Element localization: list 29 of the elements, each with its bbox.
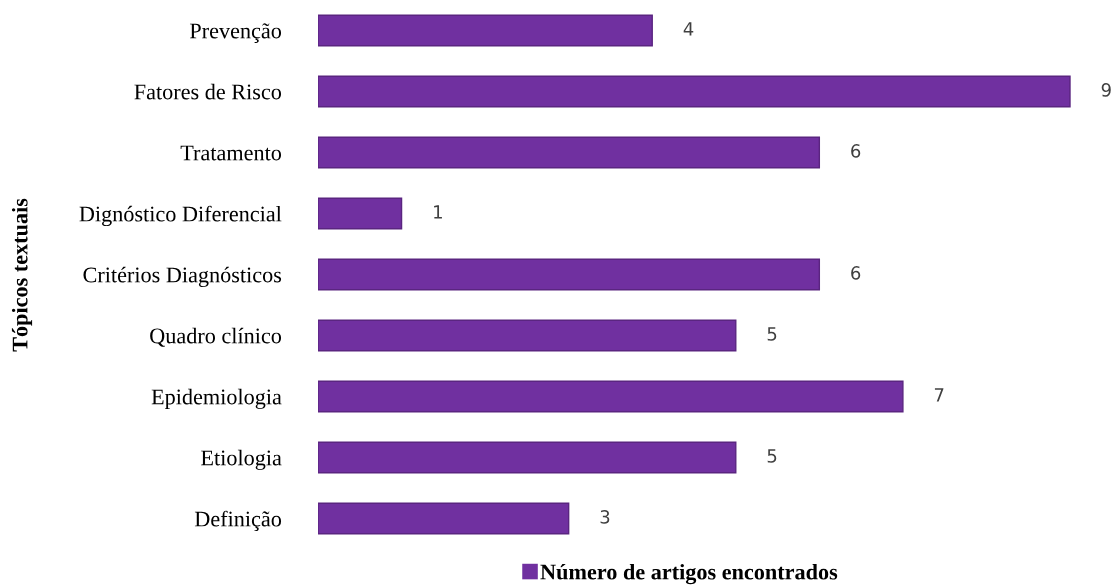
y-tick-label: Prevenção xyxy=(189,23,282,43)
y-tick-label: Tratamento xyxy=(180,145,282,161)
bar xyxy=(318,380,904,413)
bar xyxy=(318,319,737,352)
y-tick-label: Quadro clínico xyxy=(150,327,282,347)
bar xyxy=(318,441,737,474)
data-label: 3 xyxy=(600,510,610,524)
bar xyxy=(318,136,821,169)
data-label: 1 xyxy=(434,205,442,219)
bar xyxy=(318,258,821,291)
data-label: 4 xyxy=(683,22,694,36)
bar xyxy=(318,14,653,47)
data-label: 6 xyxy=(851,144,861,158)
y-tick-label: Dignóstico Diferencial xyxy=(79,205,282,227)
data-label: 5 xyxy=(767,449,777,463)
y-tick-label: Definição xyxy=(194,510,282,532)
bar xyxy=(318,197,403,230)
bar xyxy=(318,502,570,535)
y-tick-label: Etiologia xyxy=(201,449,282,471)
data-label: 9 xyxy=(1101,83,1111,97)
y-tick-label: Epidemiologia xyxy=(151,388,282,410)
bar xyxy=(318,75,1071,108)
data-label: 5 xyxy=(767,327,777,341)
data-label: 7 xyxy=(934,388,944,402)
y-axis-title: Tópicos textuais xyxy=(11,198,33,352)
y-tick-label: Fatores de Risco xyxy=(134,83,282,100)
data-label: 6 xyxy=(851,266,861,280)
y-tick-label: Critérios Diagnósticos xyxy=(83,266,282,288)
legend-label: Número de artigos encontrados xyxy=(540,563,838,585)
